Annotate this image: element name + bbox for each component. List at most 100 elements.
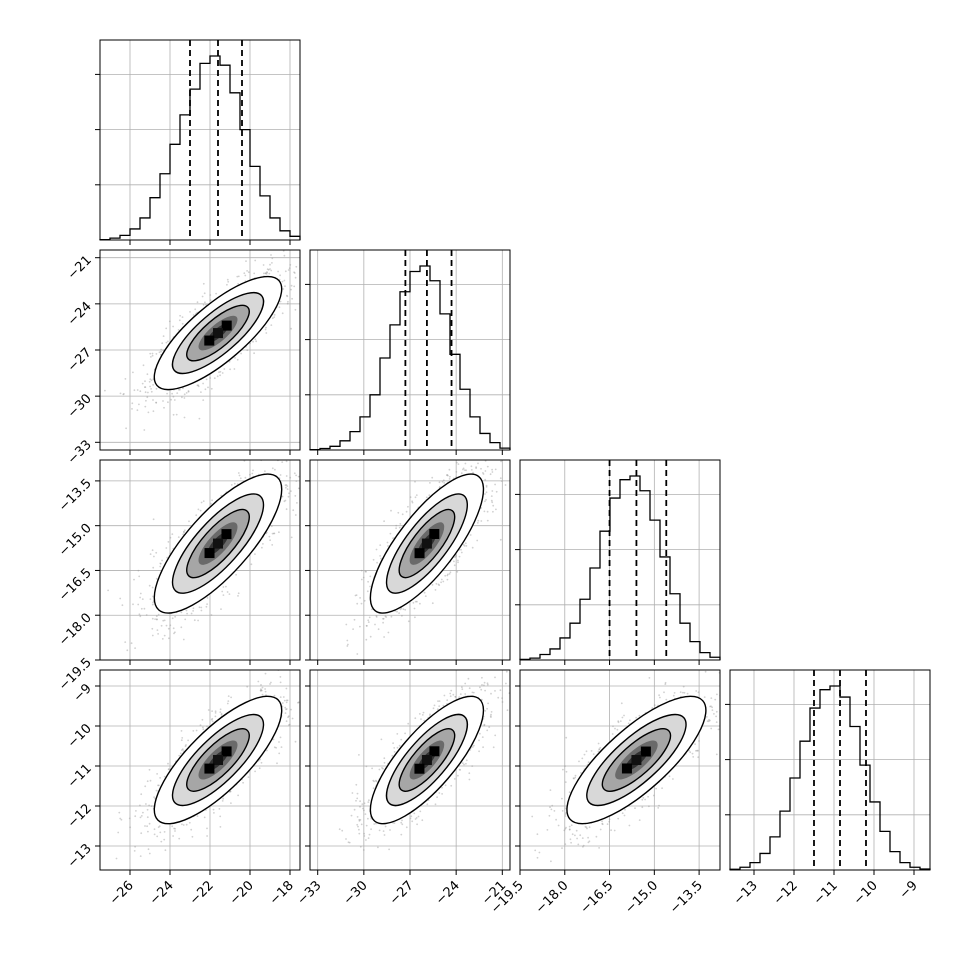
scatter-point <box>148 852 151 855</box>
scatter-point <box>281 312 284 315</box>
scatter-point <box>266 271 268 273</box>
scatter-point <box>104 389 106 392</box>
scatter-point <box>185 392 188 394</box>
scatter-point <box>188 821 191 824</box>
scatter-point <box>414 480 416 483</box>
scatter-point <box>149 378 152 381</box>
scatter-point <box>275 746 277 749</box>
scatter-point <box>325 474 327 476</box>
scatter-point <box>177 329 180 331</box>
scatter-point <box>205 605 208 608</box>
scatter-point <box>458 555 461 558</box>
scatter-point <box>163 406 165 409</box>
scatter-point <box>375 548 378 551</box>
scatter-point <box>174 830 176 832</box>
scatter-point <box>253 352 256 355</box>
scatter-point <box>210 387 213 390</box>
scatter-point <box>273 694 276 697</box>
scatter-point <box>160 348 163 351</box>
scatter-point <box>239 477 242 480</box>
scatter-point <box>302 479 304 481</box>
scatter-point <box>171 533 174 535</box>
scatter-point <box>355 594 358 596</box>
scatter-point <box>229 453 231 455</box>
scatter-point <box>155 577 158 580</box>
scatter-point <box>178 319 181 322</box>
scatter-point <box>120 818 123 821</box>
scatter-point <box>278 752 281 755</box>
scatter-point <box>215 292 218 295</box>
scatter-point <box>405 510 408 513</box>
scatter-point <box>139 816 142 819</box>
scatter-point <box>283 500 286 503</box>
scatter-point <box>285 475 288 477</box>
scatter-point <box>132 371 134 374</box>
scatter-point <box>255 340 258 343</box>
scatter-point <box>134 647 137 649</box>
scatter-point <box>286 302 289 305</box>
scatter-point <box>387 545 389 547</box>
scatter-point <box>463 545 466 547</box>
scatter-point <box>211 720 214 723</box>
scatter-point <box>495 490 498 493</box>
scatter-point <box>271 467 274 470</box>
scatter-point <box>191 835 194 838</box>
scatter-point <box>295 265 298 268</box>
scatter-point <box>205 303 207 306</box>
scatter-point <box>382 617 384 620</box>
scatter-point <box>206 603 209 605</box>
scatter-point <box>374 623 376 626</box>
scatter-point <box>203 816 206 819</box>
scatter-point <box>149 553 152 555</box>
scatter-point <box>470 465 473 468</box>
scatter-point <box>229 368 232 371</box>
scatter-point <box>367 621 370 623</box>
scatter-point <box>200 609 203 612</box>
scatter-point <box>414 600 417 603</box>
scatter-point <box>402 608 405 611</box>
scatter-point <box>297 487 300 490</box>
scatter-point <box>143 607 146 610</box>
density-peak-cell <box>204 548 215 559</box>
scatter-point <box>133 578 135 581</box>
scatter-point <box>151 603 154 606</box>
scatter-point <box>205 378 208 381</box>
scatter-point <box>446 578 449 581</box>
scatter-point <box>235 573 238 576</box>
scatter-point <box>460 551 463 554</box>
scatter-point <box>145 803 147 805</box>
scatter-point <box>390 509 392 512</box>
scatter-point <box>489 456 491 458</box>
scatter-point <box>202 303 205 306</box>
scatter-point <box>174 615 177 618</box>
scatter-point <box>462 543 465 546</box>
scatter-point <box>264 470 266 473</box>
scatter-point <box>134 815 137 818</box>
scatter-point <box>226 591 229 593</box>
scatter-point <box>131 402 134 405</box>
scatter-point <box>360 602 363 605</box>
scatter-point <box>144 386 147 388</box>
scatter-point <box>185 823 188 826</box>
scatter-point <box>138 613 141 616</box>
scatter-point <box>209 299 212 301</box>
scatter-point <box>370 608 373 611</box>
scatter-point <box>290 327 292 330</box>
scatter-point <box>261 693 264 696</box>
scatter-point <box>288 267 291 270</box>
scatter-point <box>152 518 155 521</box>
scatter-point <box>214 715 217 718</box>
scatter-point <box>398 612 400 614</box>
scatter-point <box>155 551 158 554</box>
scatter-point <box>272 532 275 535</box>
scatter-point <box>149 385 152 388</box>
scatter-point <box>448 573 451 575</box>
scatter-point <box>361 664 363 666</box>
scatter-point <box>477 519 480 522</box>
density-panel-3-2 <box>309 456 511 666</box>
scatter-point <box>484 470 487 472</box>
scatter-point <box>206 725 208 728</box>
density-peak-cell <box>213 328 223 339</box>
density-peak-cell <box>414 548 425 559</box>
